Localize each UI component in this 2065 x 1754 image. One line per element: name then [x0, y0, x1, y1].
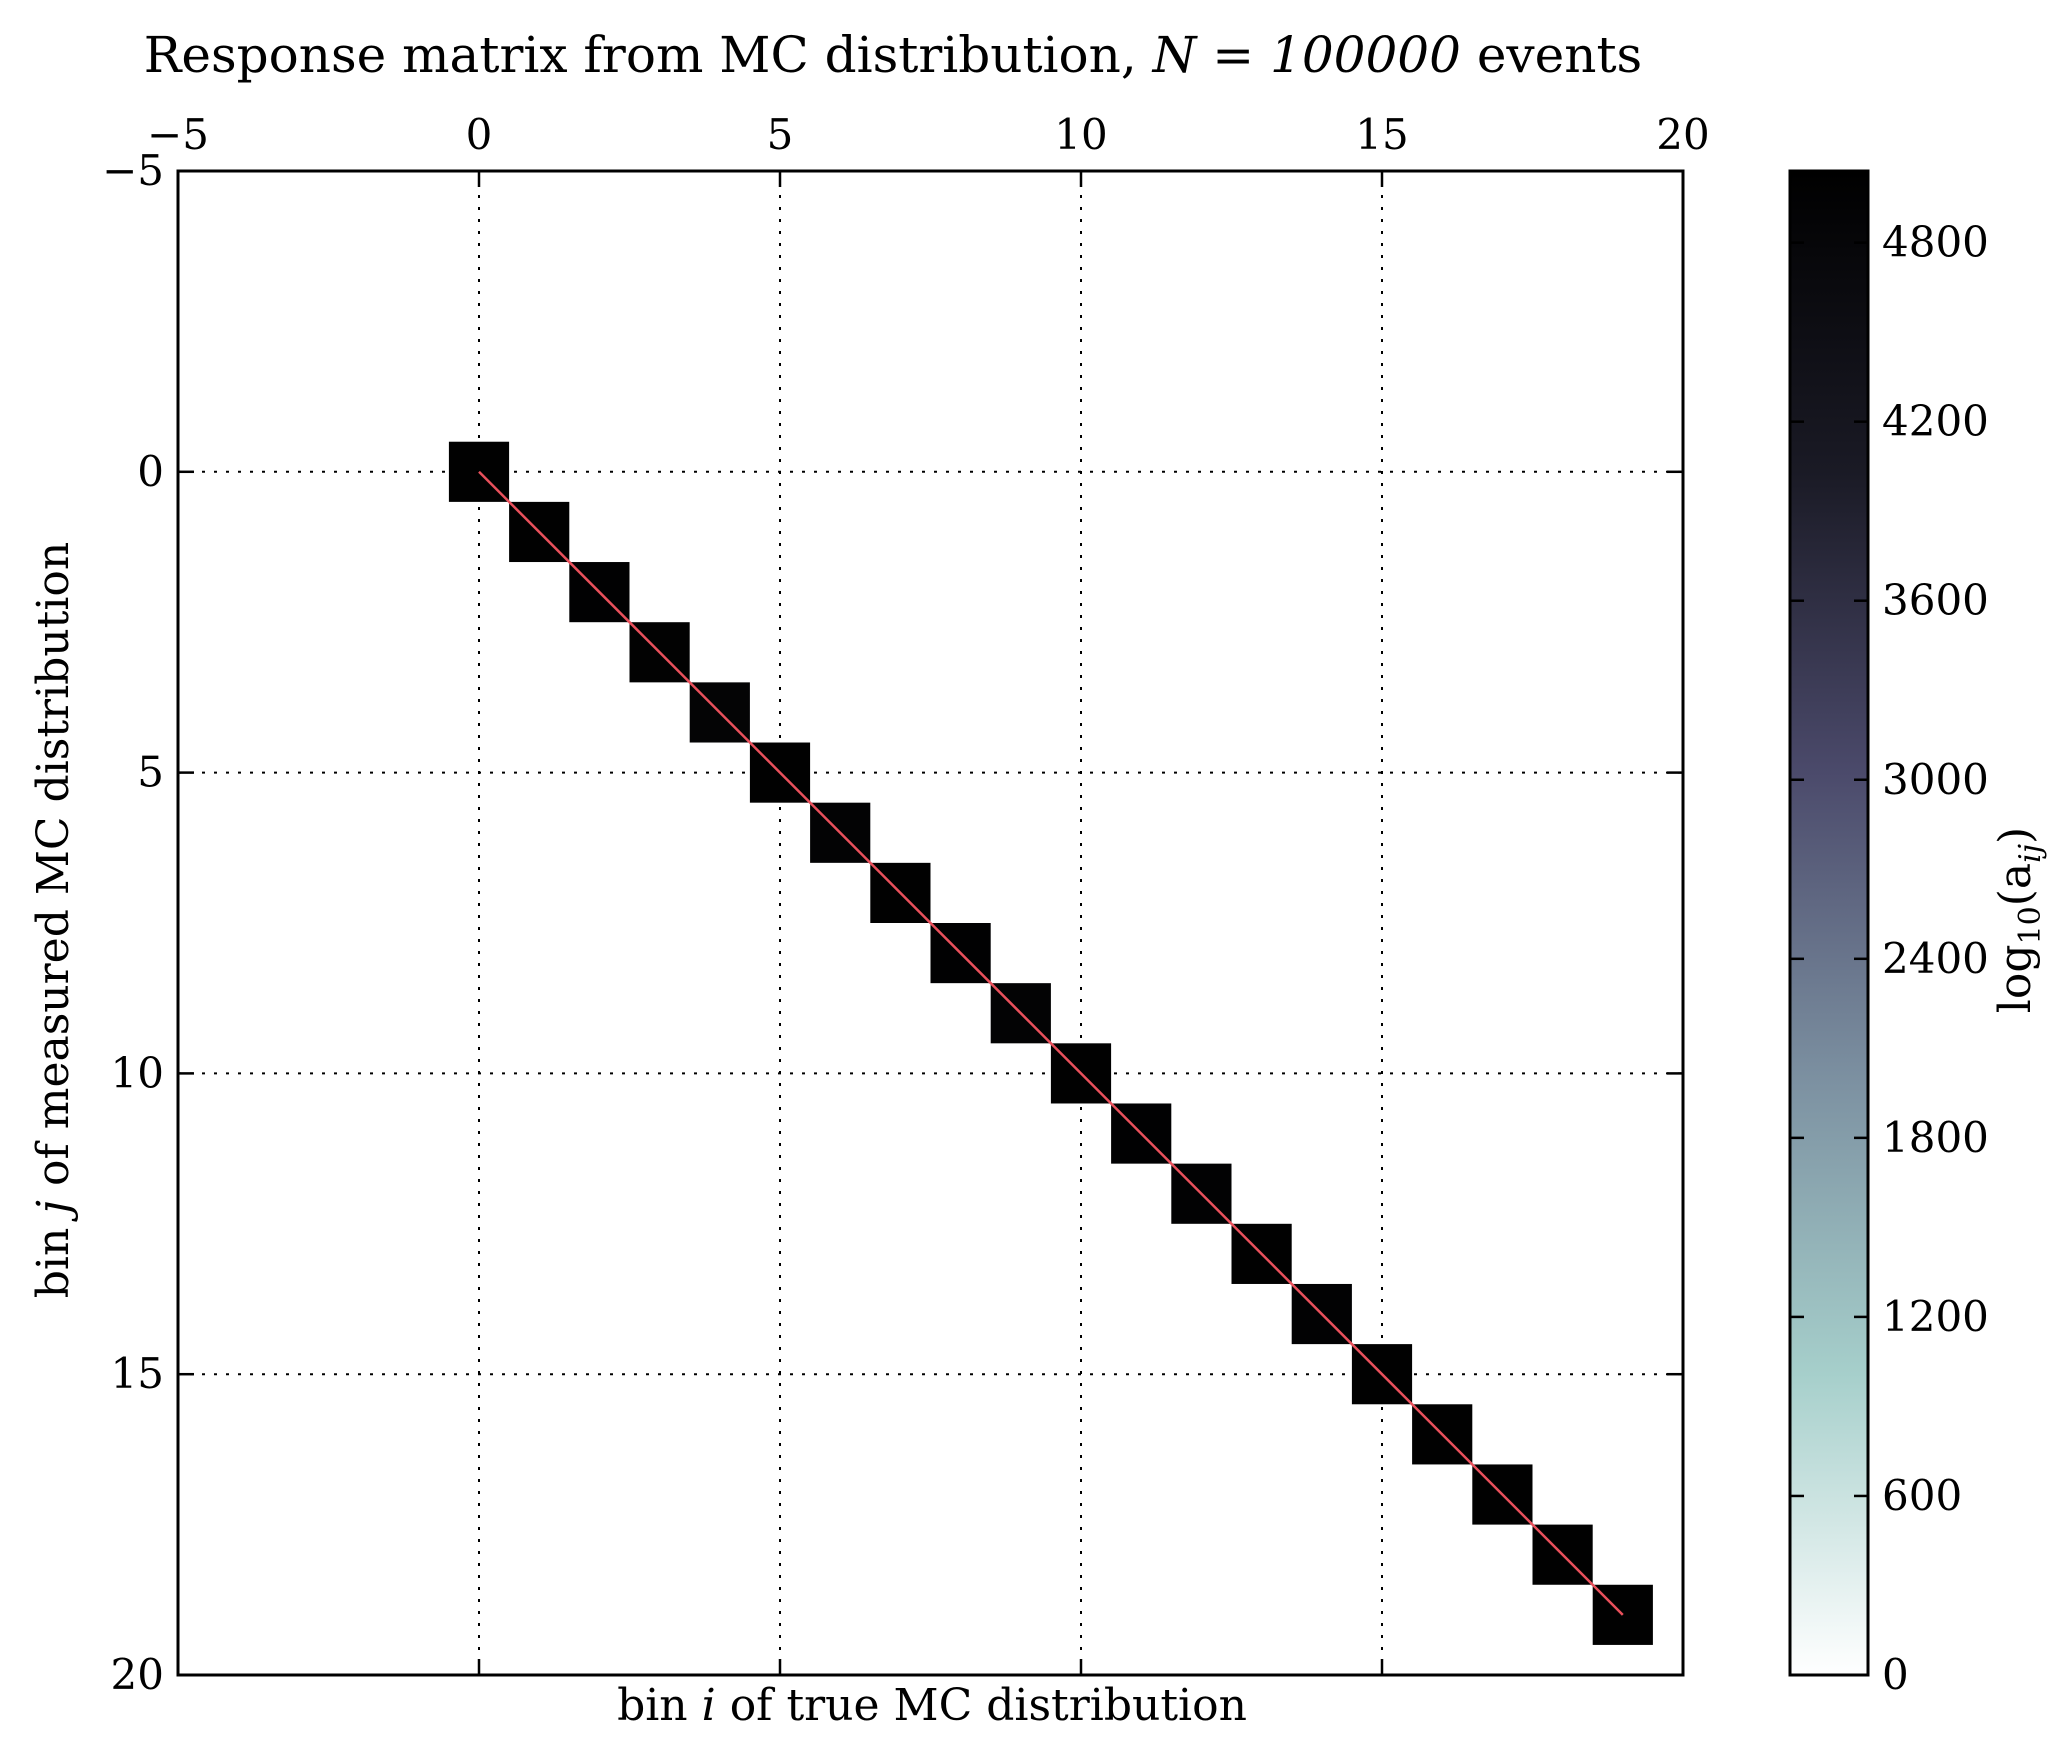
y-tick-label: 5	[137, 748, 164, 797]
colorbar: 0 600 1200 1800 2400 3000 3600 4200 4800 log10(a…	[1788, 169, 2048, 1699]
y-tick-label: 20	[111, 1650, 164, 1699]
axis-ticks	[176, 169, 1685, 1677]
plot-area: −5 0 5 10 15 20 −5 0 5 10 15 20	[102, 110, 1710, 1699]
colorbar-tick-label: 0	[1882, 1650, 1909, 1699]
diagonal-line	[478, 470, 1624, 1616]
colorbar-label: log10(aij)	[1990, 827, 2048, 1013]
colorbar-tick-label: 3600	[1882, 576, 1989, 625]
colorbar-tick-label: 3000	[1882, 755, 1989, 804]
colorbar-frame	[1788, 169, 1870, 1677]
colorbar-tick-label: 1800	[1882, 1113, 1989, 1162]
x-tick-label: 0	[466, 110, 493, 159]
colorbar-tick-label: 4800	[1882, 218, 1989, 267]
x-axis-label: bin i of true MC distribution	[617, 1680, 1247, 1731]
y-tick-labels: −5 0 5 10 15 20	[102, 146, 164, 1699]
x-tick-label: −5	[147, 110, 209, 159]
y-tick-label: 10	[111, 1048, 164, 1097]
colorbar-fill	[1790, 171, 1868, 1675]
colorbar-ticks: 0 600 1200 1800 2400 3000 3600 4200 4800	[1790, 218, 1989, 1699]
y-axis-label: bin j of measured MC distribution	[28, 542, 79, 1299]
colorbar-tick-label: 600	[1882, 1471, 1962, 1520]
y-tick-label: −5	[102, 146, 164, 195]
x-tick-labels: −5 0 5 10 15 20	[147, 110, 1710, 159]
colorbar-tick-label: 2400	[1882, 934, 1989, 983]
colorbar-tick-label: 4200	[1882, 397, 1989, 446]
x-tick-label: 5	[767, 110, 794, 159]
y-tick-label: 15	[111, 1349, 164, 1398]
chart-title: Response matrix from MC distribution, N …	[144, 26, 1642, 84]
plot-frame	[176, 169, 1685, 1677]
x-tick-label: 10	[1054, 110, 1107, 159]
x-tick-label: 15	[1355, 110, 1408, 159]
y-tick-label: 0	[137, 447, 164, 496]
colorbar-tick-label: 1200	[1882, 1292, 1989, 1341]
x-tick-label: 20	[1656, 110, 1709, 159]
